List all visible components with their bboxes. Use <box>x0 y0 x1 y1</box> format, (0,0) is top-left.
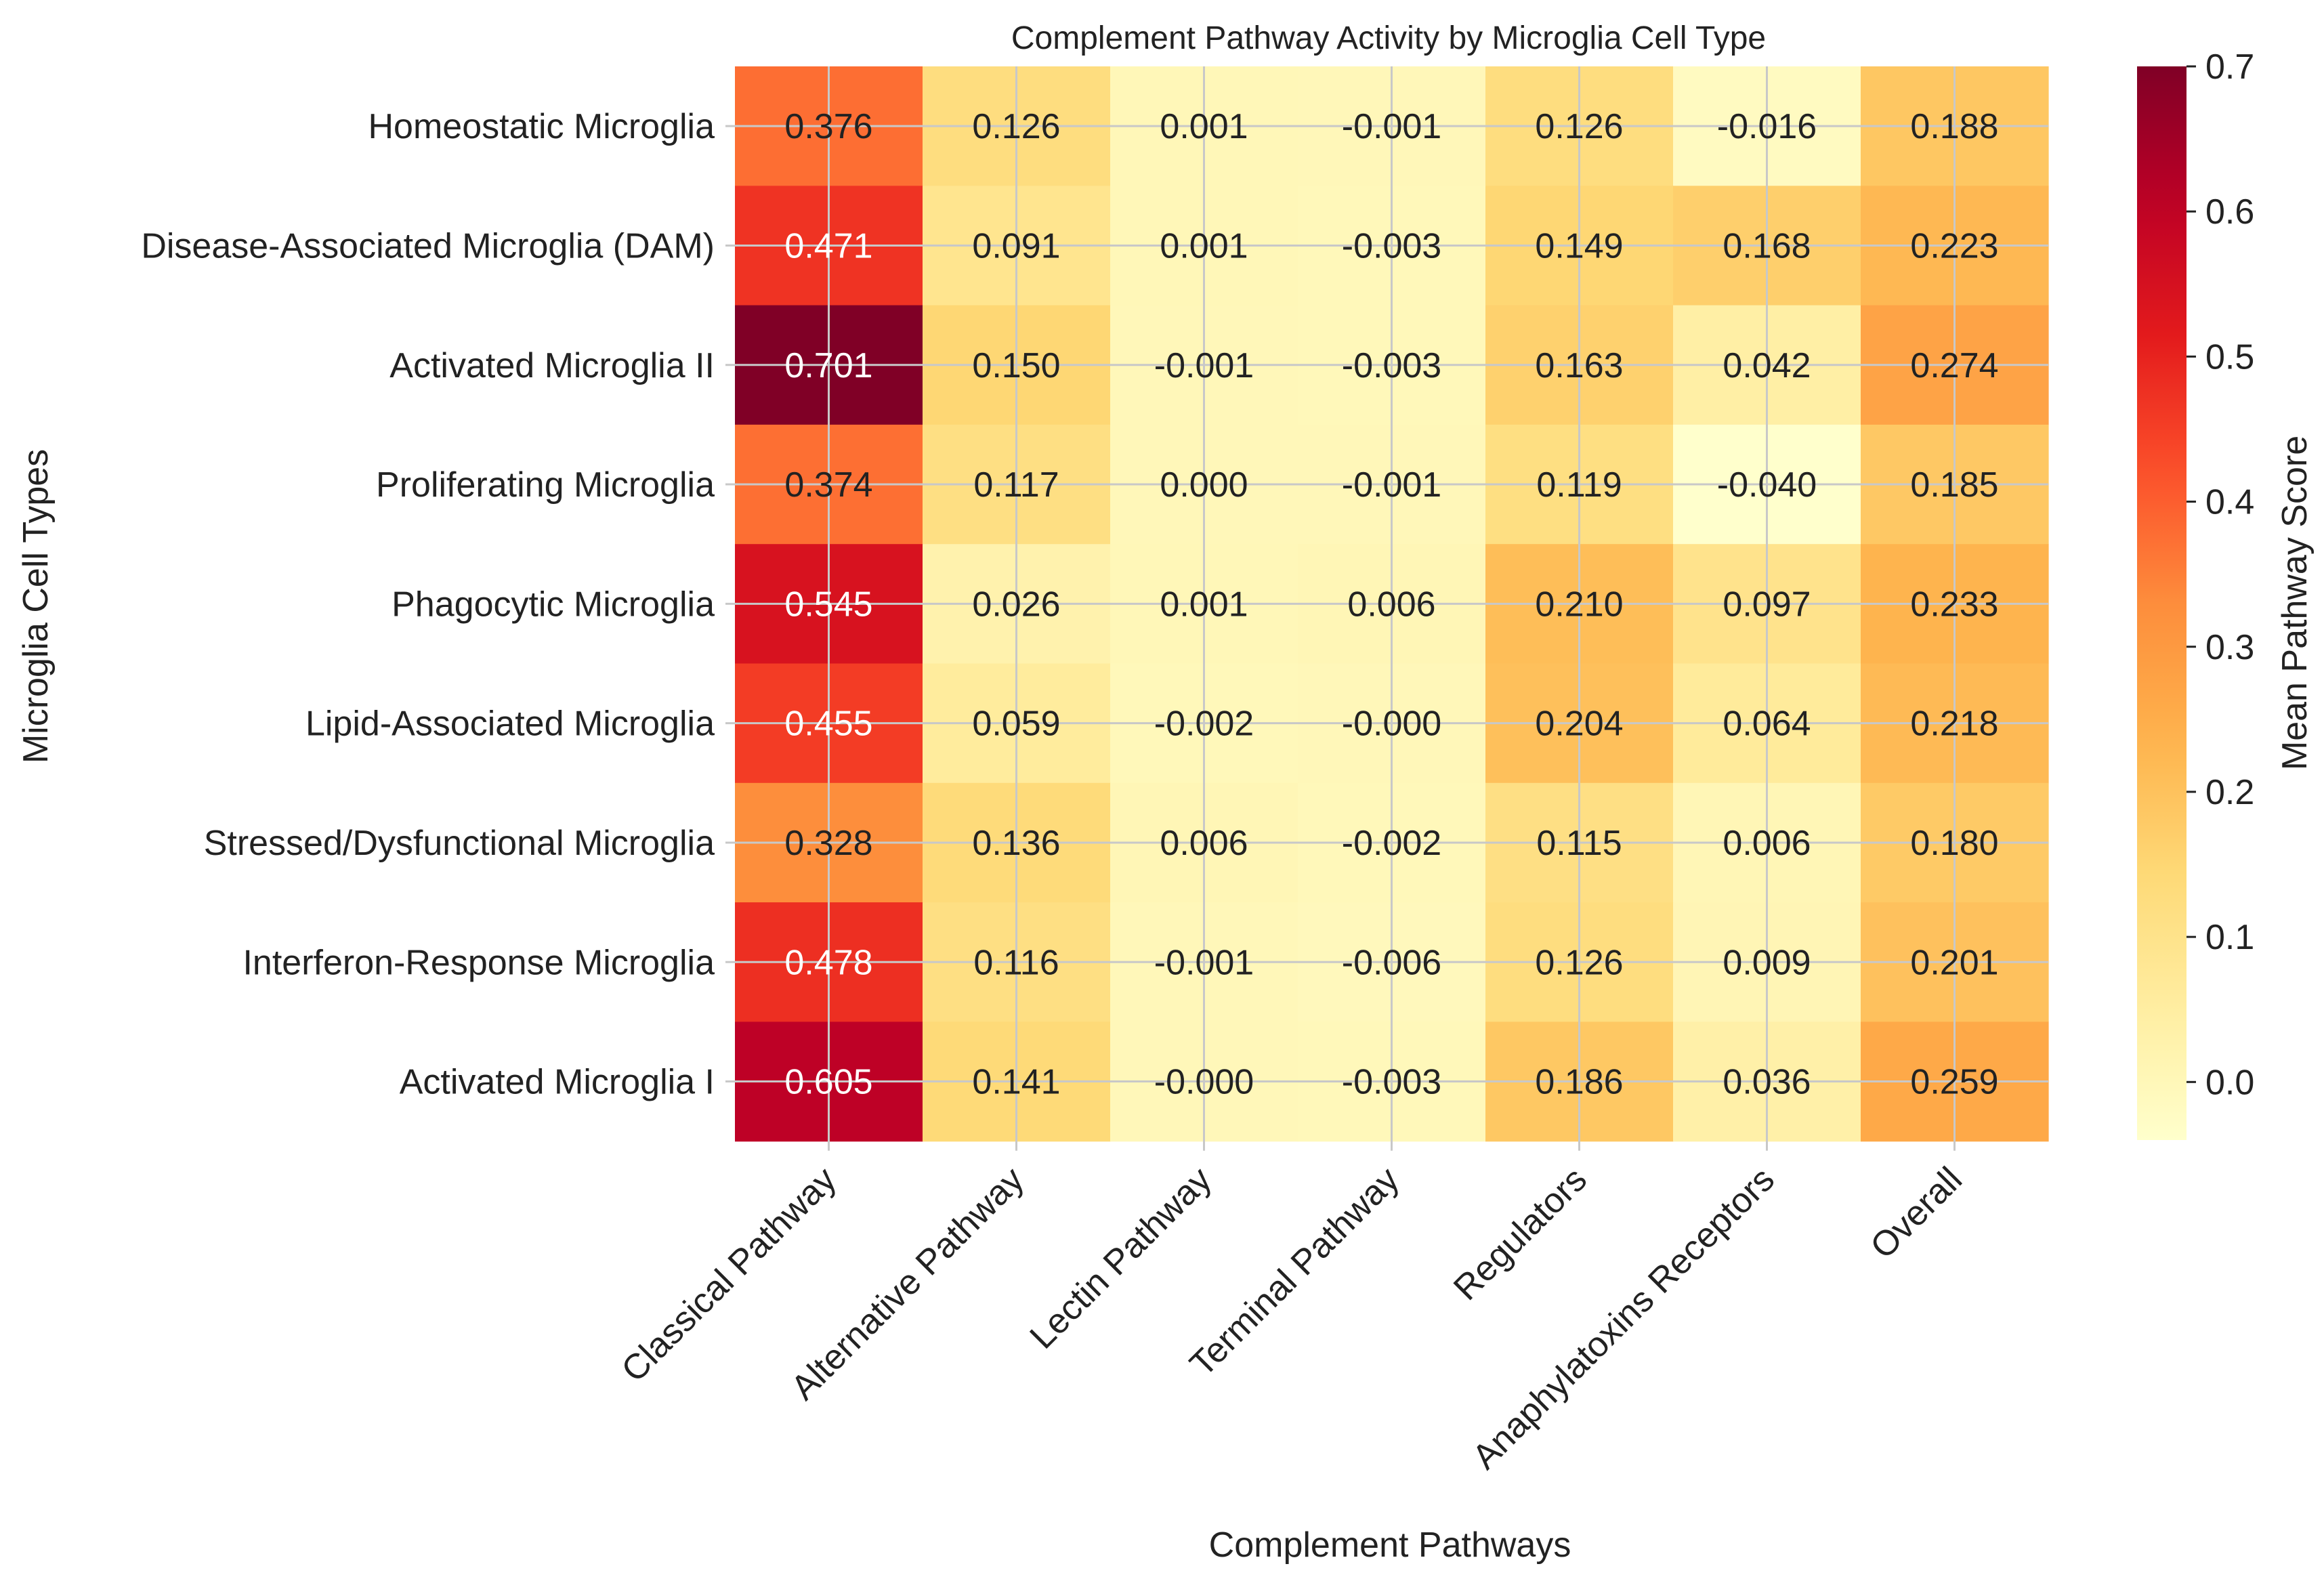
cell-value-label: -0.001 <box>1342 465 1441 505</box>
cell-value-label: 0.204 <box>1535 704 1623 744</box>
cell-value-label: -0.000 <box>1154 1063 1254 1102</box>
cell-value-label: -0.002 <box>1342 824 1441 863</box>
y-tick-label: Activated Microglia II <box>389 346 715 385</box>
cell-value-label: 0.117 <box>973 465 1059 505</box>
cell-value-label: 0.115 <box>1536 824 1622 863</box>
colorbar <box>2137 66 2186 1140</box>
cell-value-label: 0.009 <box>1723 943 1811 982</box>
cell-value-label: 0.000 <box>1160 465 1248 505</box>
cell-value-label: 0.001 <box>1160 226 1248 266</box>
cell-value-label: 0.201 <box>1910 943 1998 982</box>
cell-value-label: 0.091 <box>972 226 1060 266</box>
cell-value-label: 0.126 <box>972 107 1060 146</box>
cell-value-label: 0.185 <box>1910 465 1998 505</box>
x-tick-label: Overall <box>1863 1160 1969 1266</box>
cell-value-label: 0.210 <box>1535 585 1623 624</box>
colorbar-tick-label: 0.1 <box>2205 918 2254 957</box>
colorbar-tick-label: 0.6 <box>2205 192 2254 232</box>
cell-value-label: 0.471 <box>784 226 872 266</box>
colorbar-label: Mean Pathway Score <box>2275 436 2315 770</box>
cell-value-label: 0.223 <box>1910 226 1998 266</box>
chart-title: Complement Pathway Activity by Microglia… <box>1011 20 1766 56</box>
colorbar-ticks: 0.0 0.1 0.2 0.3 0.4 0.5 0.6 0.7 <box>2186 47 2254 1102</box>
cell-value-label: -0.002 <box>1154 704 1254 744</box>
cell-value-label: 0.042 <box>1723 346 1811 385</box>
colorbar-tick-label: 0.7 <box>2205 47 2254 87</box>
colorbar-tick-label: 0.5 <box>2205 337 2254 377</box>
y-tick-label: Lipid-Associated Microglia <box>305 704 715 744</box>
cell-value-label: 0.119 <box>1536 465 1622 505</box>
colorbar-tick-label: 0.0 <box>2205 1063 2254 1102</box>
cell-value-label: 0.150 <box>972 346 1060 385</box>
cell-value-label: 0.374 <box>784 465 872 505</box>
y-tick-label: Phagocytic Microglia <box>392 585 715 624</box>
y-tick-label: Disease-Associated Microglia (DAM) <box>141 226 715 266</box>
cell-value-label: 0.036 <box>1723 1063 1811 1102</box>
cell-value-label: -0.001 <box>1342 107 1441 146</box>
cell-value-label: 0.126 <box>1535 943 1623 982</box>
cell-value-label: 0.006 <box>1347 585 1435 624</box>
cell-value-label: 0.701 <box>784 346 872 385</box>
cell-value-label: 0.328 <box>784 824 872 863</box>
cell-value-label: 0.455 <box>784 704 872 744</box>
y-tick-label: Homeostatic Microglia <box>368 107 715 146</box>
x-axis-label: Complement Pathways <box>1209 1525 1571 1565</box>
y-axis-label: Microglia Cell Types <box>16 449 56 763</box>
colorbar-tick-label: 0.3 <box>2205 628 2254 667</box>
cell-value-label: 0.136 <box>972 824 1060 863</box>
cell-value-label: 0.141 <box>972 1063 1060 1102</box>
cell-value-label: 0.006 <box>1160 824 1248 863</box>
cell-value-label: -0.040 <box>1717 465 1817 505</box>
cell-value-label: 0.126 <box>1535 107 1623 146</box>
cell-value-label: 0.059 <box>972 704 1060 744</box>
cell-value-label: 0.116 <box>973 943 1059 982</box>
cell-value-label: 0.064 <box>1723 704 1811 744</box>
y-tick-label: Stressed/Dysfunctional Microglia <box>204 824 715 863</box>
x-tick-label: Anaphylatoxins Receptors <box>1465 1160 1782 1477</box>
cell-value-label: 0.218 <box>1910 704 1998 744</box>
cell-value-label: 0.168 <box>1723 226 1811 266</box>
cell-value-label: 0.376 <box>784 107 872 146</box>
cell-value-label: 0.097 <box>1723 585 1811 624</box>
cell-value-label: -0.003 <box>1342 226 1441 266</box>
y-tick-label: Interferon-Response Microglia <box>242 943 715 982</box>
cell-value-label: 0.001 <box>1160 585 1248 624</box>
colorbar-tick-label: 0.2 <box>2205 773 2254 812</box>
cell-value-label: -0.016 <box>1717 107 1817 146</box>
cell-value-label: 0.186 <box>1535 1063 1623 1102</box>
cell-value-label: 0.180 <box>1910 824 1998 863</box>
cell-value-label: -0.003 <box>1342 346 1441 385</box>
cell-value-labels: 0.376 0.126 0.001 -0.001 0.126 -0.016 0.188 0.4… <box>784 107 1998 1101</box>
x-tick-label: Terminal Pathway <box>1183 1160 1407 1384</box>
x-tick-label: Regulators <box>1446 1160 1594 1308</box>
x-tick-label: Lectin Pathway <box>1023 1160 1219 1356</box>
y-tick-label: Proliferating Microglia <box>376 465 715 505</box>
cell-value-label: 0.545 <box>784 585 872 624</box>
cell-value-label: 0.006 <box>1723 824 1811 863</box>
cell-value-label: -0.001 <box>1154 346 1254 385</box>
cell-value-label: 0.274 <box>1910 346 1998 385</box>
y-tick-label: Activated Microglia I <box>400 1063 715 1102</box>
cell-value-label: 0.149 <box>1535 226 1623 266</box>
cell-value-label: 0.188 <box>1910 107 1998 146</box>
cell-value-label: -0.006 <box>1342 943 1441 982</box>
grid-lines <box>725 66 2048 1151</box>
cell-value-label: 0.233 <box>1910 585 1998 624</box>
cell-value-label: 0.259 <box>1910 1063 1998 1102</box>
y-tick-labels: Homeostatic Microglia Disease-Associated … <box>141 107 715 1101</box>
cell-value-label: 0.001 <box>1160 107 1248 146</box>
cell-value-label: -0.000 <box>1342 704 1441 744</box>
cell-value-label: 0.163 <box>1535 346 1623 385</box>
cell-value-label: -0.003 <box>1342 1063 1441 1102</box>
cell-value-label: 0.026 <box>972 585 1060 624</box>
cell-value-label: 0.605 <box>784 1063 872 1102</box>
cell-value-label: 0.478 <box>784 943 872 982</box>
cell-value-label: -0.001 <box>1154 943 1254 982</box>
colorbar-tick-label: 0.4 <box>2205 483 2254 522</box>
